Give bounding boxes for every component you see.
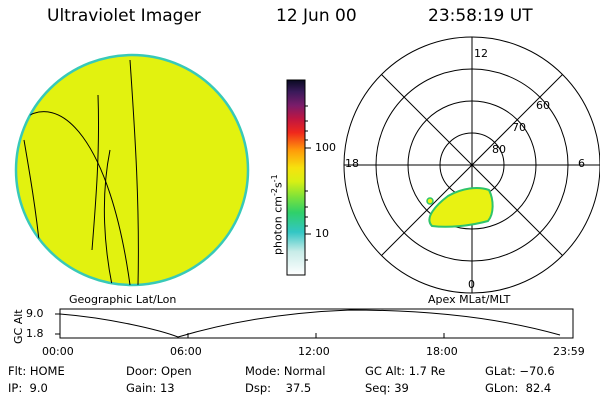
mlt-label-6: 6	[578, 157, 585, 170]
door-status: Door: Open	[126, 364, 192, 378]
flight-status: Flt: HOME	[8, 364, 65, 378]
altitude-axis-ticks	[55, 313, 574, 338]
time-tick-0000: 00:00	[42, 345, 74, 358]
time-tick-0600: 06:00	[170, 345, 202, 358]
altitude-ymin: 1.8	[26, 327, 44, 340]
auroral-spot-image	[426, 197, 434, 205]
mode-status: Mode: Normal	[245, 364, 326, 378]
mlt-label-0: 0	[468, 278, 475, 291]
instrument-title: Ultraviolet Imager	[47, 6, 201, 26]
color-scale-ticks	[305, 105, 311, 261]
time-tick-1200: 12:00	[298, 345, 330, 358]
right-projection-label: Apex MLat/MLT	[428, 293, 511, 306]
left-projection-label: Geographic Lat/Lon	[69, 293, 177, 306]
color-scale-tick-10: 10	[315, 227, 329, 240]
color-scale-tick-100: 100	[315, 141, 336, 154]
gain-value: Gain: 13	[126, 381, 175, 395]
ip-value: IP: 9.0	[8, 381, 48, 395]
color-scale-bar	[286, 79, 306, 276]
geo-longitude-value: GLon: 82.4	[485, 381, 552, 395]
dsp-value: Dsp: 37.5	[245, 381, 312, 395]
time-tick-1800: 18:00	[426, 345, 458, 358]
image-date: 12 Jun 00	[276, 6, 357, 26]
mlt-label-18: 18	[345, 157, 359, 170]
altitude-ylabel: GC Alt	[12, 309, 25, 344]
time-tick-2359: 23:59	[553, 345, 585, 358]
earth-disk-image	[14, 53, 250, 287]
altitude-ymax: 9.0	[26, 307, 44, 320]
altitude-trace	[59, 309, 561, 338]
mlat-label-80: 80	[492, 143, 506, 156]
auroral-oval-image	[428, 187, 494, 228]
sequence-value: Seq: 39	[365, 381, 409, 395]
geo-latitude-value: GLat: −70.6	[485, 364, 555, 378]
mlt-label-12: 12	[474, 47, 488, 60]
gc-altitude-value: GC Alt: 1.7 Re	[365, 364, 446, 378]
image-time: 23:58:19 UT	[428, 6, 533, 26]
color-scale-unit: photon cm-2s-1	[270, 174, 285, 255]
mlat-label-60: 60	[536, 99, 550, 112]
mlat-label-70: 70	[512, 121, 526, 134]
geographic-grid-lines	[21, 59, 139, 285]
polar-grid	[343, 36, 600, 294]
